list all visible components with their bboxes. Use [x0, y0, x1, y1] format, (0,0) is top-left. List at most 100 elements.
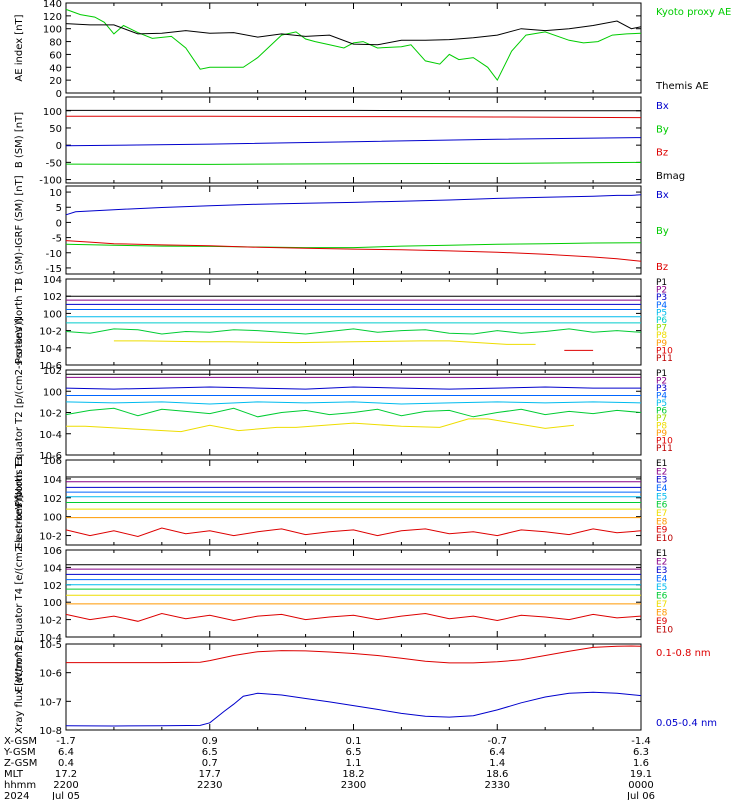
legend-item: Bmag — [656, 171, 685, 182]
panel-frame — [65, 185, 642, 275]
series-line — [65, 161, 642, 165]
y-tick-label: 10 — [49, 188, 62, 199]
y-tick-label: 60 — [49, 50, 62, 61]
time-axis-value: 1.6 — [633, 758, 649, 769]
y-tick-label: 10-4 — [39, 633, 62, 644]
y-tick-label: 102 — [43, 366, 62, 377]
legend-item: E2 — [656, 558, 667, 568]
legend-item: E6 — [656, 592, 668, 602]
panel-8: 10-8 10-7 10-6 10-5 Xray flux [W/m^2] 0.1-0.8… — [14, 640, 717, 737]
y-tick-label: 100 — [43, 309, 62, 320]
legend-item: E1 — [656, 549, 667, 559]
legend-item: E7 — [656, 509, 667, 519]
legend-item: E3 — [656, 566, 667, 576]
legend-item: P8 — [656, 422, 667, 432]
time-axis-value: 0.7 — [202, 758, 218, 769]
legend-item: E2 — [656, 467, 667, 477]
y-tick-label: 10-4 — [39, 430, 62, 441]
series-line — [65, 137, 642, 147]
time-axis-value: 2330 — [485, 780, 510, 791]
legend-item: E9 — [656, 526, 668, 536]
y-axis-label: Electrons North T3 — [14, 456, 25, 549]
legend-item: P6 — [656, 316, 667, 326]
y-tick-label: 10-2 — [39, 616, 62, 627]
series-line — [65, 407, 642, 418]
y-tick-label: 10-2 — [39, 532, 62, 543]
y-tick-label: 106 — [43, 456, 62, 467]
legend-item: E5 — [656, 583, 667, 593]
time-axis-value: Jul 06 — [626, 791, 655, 800]
y-tick-label: 5 — [56, 203, 62, 214]
legend-item: P10 — [656, 346, 673, 356]
time-axis-value: 6.3 — [633, 747, 649, 758]
legend-item: P3 — [656, 384, 667, 394]
legend-item: E3 — [656, 476, 667, 486]
legend-item: Bx — [656, 101, 669, 112]
legend-item: Bz — [656, 262, 668, 273]
series-line — [65, 8, 642, 82]
legend-item: E5 — [656, 492, 667, 502]
legend-item: P3 — [656, 293, 667, 303]
time-axis-value: 6.5 — [202, 747, 218, 758]
y-tick-label: 50 — [49, 124, 62, 135]
time-axis-value: 6.5 — [346, 747, 362, 758]
time-axis-value: 18.6 — [486, 769, 508, 780]
y-tick-label: -100 — [39, 176, 62, 187]
legend-item: Bz — [656, 148, 668, 159]
y-tick-label: -50 — [46, 158, 62, 169]
legend-item: P1 — [656, 369, 667, 379]
y-tick-label: 10-6 — [39, 451, 62, 462]
series-line — [65, 194, 642, 216]
time-axis-value: -1.7 — [56, 736, 76, 747]
time-axis-value: 6.4 — [489, 747, 505, 758]
series-line — [66, 645, 642, 664]
legend-item: By — [656, 124, 669, 135]
y-tick-label: 104 — [43, 275, 62, 286]
legend-item: P9 — [656, 339, 667, 349]
legend-item: E10 — [656, 534, 673, 544]
y-tick-label: 100 — [43, 25, 62, 36]
panel-7: 10-4 10-2 100 102 104 106 Electrons Equator T4… — [14, 495, 673, 692]
y-tick-label: 10-7 — [39, 697, 62, 708]
series-line — [65, 401, 642, 405]
panel-frame — [65, 549, 642, 638]
y-tick-label: 10-8 — [39, 726, 62, 737]
series-line — [66, 418, 574, 433]
series-line — [65, 20, 642, 46]
series-line — [65, 386, 641, 390]
time-axis-value: 17.7 — [199, 769, 221, 780]
panel-frame — [65, 643, 642, 731]
legend-item: E9 — [656, 617, 668, 627]
panel-frame — [65, 278, 642, 366]
series-line — [113, 340, 536, 345]
time-axis-value: Jul 05 — [51, 791, 80, 800]
time-axis-value: 2300 — [341, 780, 366, 791]
legend-item: P4 — [656, 301, 667, 311]
legend-item: 0.05-0.4 nm — [656, 718, 717, 729]
series-line — [65, 242, 642, 249]
time-axis-row-label: 2024 — [4, 791, 29, 800]
legend-item: P6 — [656, 407, 667, 417]
y-tick-label: 0 — [56, 141, 62, 152]
y-tick-label: 100 — [43, 513, 62, 524]
time-axis-value: 1.4 — [489, 758, 505, 769]
y-tick-label: -15 — [46, 264, 62, 275]
y-axis-label: B (SM)-IGRF (SM) [nT] — [14, 175, 25, 284]
legend-item: By — [656, 226, 669, 237]
y-axis-label: Electrons Equator T4 [e/(cm2-s-sr-keV)] — [14, 495, 25, 692]
legend-item: Bx — [656, 190, 669, 201]
legend-item: P11 — [656, 444, 673, 454]
time-axis-value: 0.1 — [346, 736, 362, 747]
panel-3: -15 -10 -5 0 5 10 B (SM)-IGRF (SM) [nT] Bx By Bz — [14, 175, 669, 284]
time-axis-value: 17.2 — [55, 769, 77, 780]
y-axis-label: Protons North T1 — [14, 280, 25, 364]
y-tick-label: 10-2 — [39, 409, 62, 420]
y-tick-label: 106 — [43, 546, 62, 557]
legend-item: E10 — [656, 626, 673, 636]
y-tick-label: 0 — [56, 89, 62, 100]
y-axis-label: Protons Equator T2 [p/(cm2-s-sr-keV)] — [14, 318, 25, 507]
time-axis-value: 0.9 — [202, 736, 218, 747]
y-tick-label: 0 — [56, 218, 62, 229]
